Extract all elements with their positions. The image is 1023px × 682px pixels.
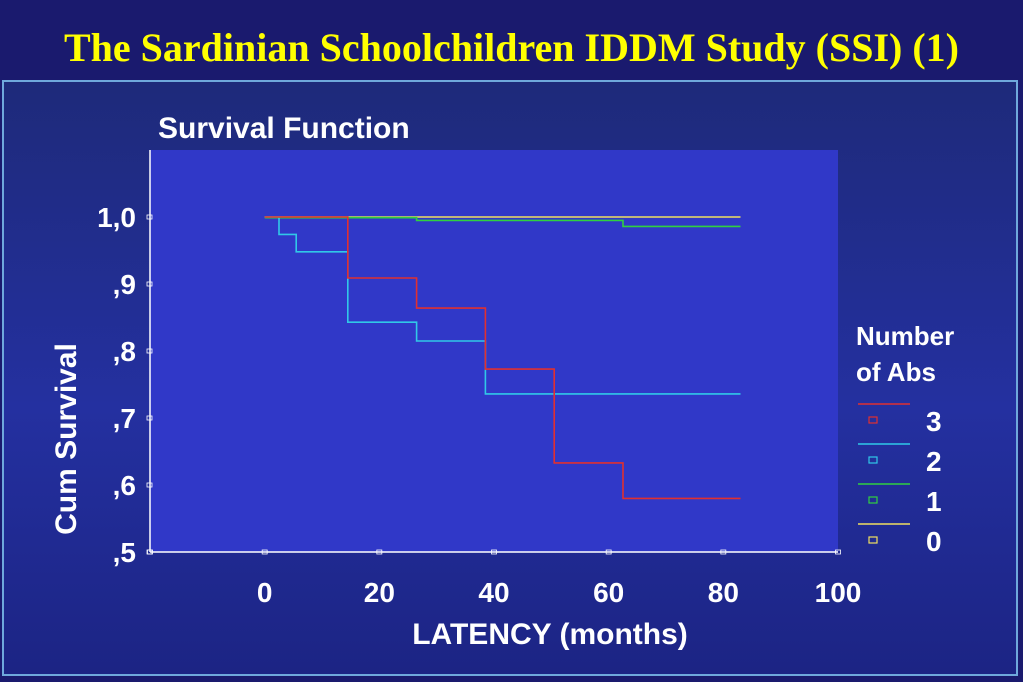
x-tick-mark [261,549,268,555]
y-tick-mark [146,348,153,354]
legend-label: 2 [926,446,942,477]
y-tick-label: ,7 [113,403,136,434]
x-tick-mark [376,549,383,555]
chart-title: Survival Function [158,112,410,145]
series-line-3 [264,216,741,500]
x-tick-mark [147,549,153,555]
y-tick-mark [146,415,153,421]
legend-title-line2: of Abs [856,357,936,387]
legend-label: 3 [926,406,942,437]
chart-frame: Survival Function Cum Survival LATENCY (… [2,80,1018,676]
legend-marker [868,416,878,424]
legend-label: 0 [926,526,942,557]
legend-label: 1 [926,486,942,517]
x-tick-label: 0 [257,577,273,608]
survival-chart: Survival Function Cum Survival LATENCY (… [50,112,954,651]
x-tick-mark [835,549,841,555]
x-tick-mark [720,549,727,555]
y-tick-mark [146,482,153,488]
y-axis-label: Cum Survival [50,343,83,535]
x-tick-mark [605,549,612,555]
x-tick-label: 40 [478,577,509,608]
x-tick-mark [491,549,497,555]
slide-title: The Sardinian Schoolchildren IDDM Study … [64,25,959,70]
x-tick-label: 100 [815,577,862,608]
series-line-1 [264,216,741,228]
y-tick-label: 1,0 [97,202,136,233]
y-tick-label: ,8 [113,336,136,367]
axes: 1,0 ,9 ,8 ,7 ,6 ,5 0 20 40 60 80 100 [97,150,861,608]
series-layer [264,216,741,500]
y-tick-mark [146,214,153,220]
legend-marker [868,456,878,464]
plot-area [150,150,838,552]
legend-marker [868,536,878,544]
x-tick-label: 20 [364,577,395,608]
legend-marker [868,496,878,504]
y-tick-label: ,9 [113,269,136,300]
x-tick-label: 80 [708,577,739,608]
y-tick-label: ,6 [113,470,136,501]
y-tick-mark [146,281,153,287]
y-tick-label: ,5 [113,537,136,568]
x-axis-label: LATENCY (months) [412,618,688,651]
legend-title-line1: Number [856,321,954,351]
x-tick-label: 60 [593,577,624,608]
legend: 3 2 1 0 [858,403,942,557]
